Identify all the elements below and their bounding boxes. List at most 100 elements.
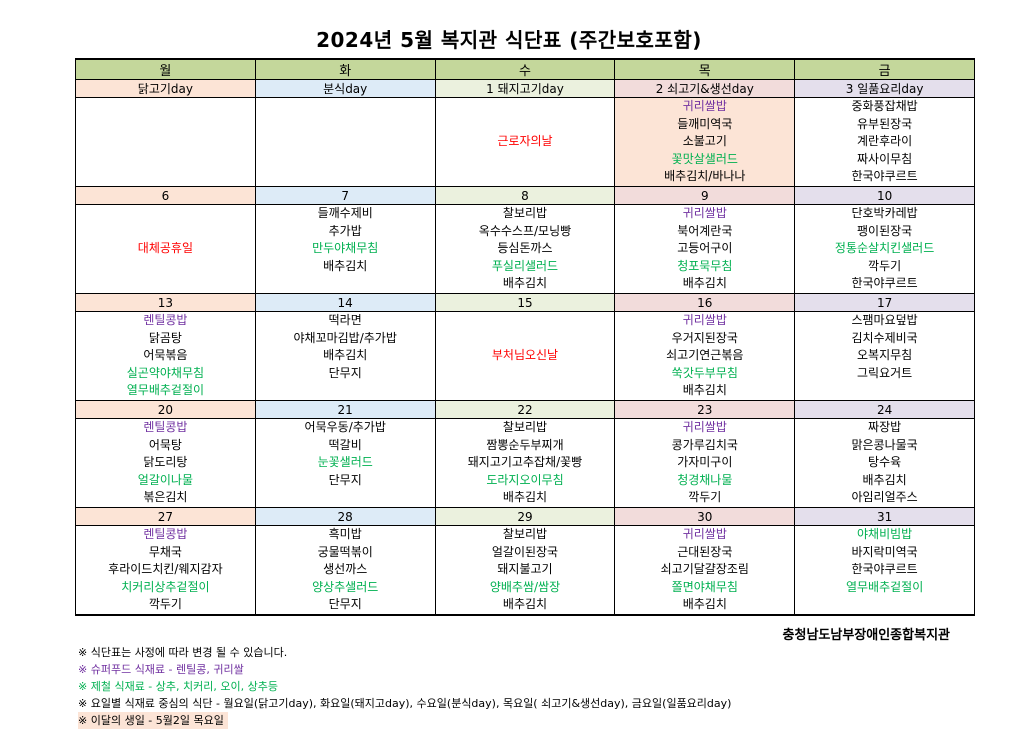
date-row: 13 14 15 16 17 — [75, 293, 975, 312]
menu-item: 북어계란국 — [677, 223, 733, 238]
menu-item: 부처님오신날 — [491, 348, 559, 363]
menu-item: 도라지오이무침 — [486, 472, 564, 487]
menu-cell: 귀리쌀밥 근대된장국 쇠고기달걀장조림 쫄면야채무침 배추김치 — [614, 525, 796, 616]
note-line: ※ 요일별 식재료 중심의 식단 - 월요일(닭고기day), 화요일(돼지고d… — [78, 697, 732, 710]
menu-item: 짜장밥 — [868, 420, 902, 435]
menu-items: 찰보리밥 얼갈이된장국 돼지불고기 양배추쌈/쌈장 배추김치 — [436, 526, 615, 614]
menu-items: 렌틸콩밥 어묵탕 닭도리탕 얼갈이나물 볶은김치 — [76, 419, 255, 507]
menu-items: 짜장밥 맑은콩나물국 탕수육 배추김치 아임리얼주스 — [795, 419, 974, 507]
date-cell: 30 — [614, 507, 796, 526]
date-row: 27 28 29 30 31 — [75, 507, 975, 526]
menu-cell: 귀리쌀밥 우거지된장국 쇠고기연근볶음 쑥갓두부무침 배추김치 — [614, 311, 796, 401]
menu-item: 가자미구이 — [677, 455, 733, 470]
menu-row: 렌틸콩밥 어묵탕 닭도리탕 얼갈이나물 볶은김치 어묵우동/추가밥 떡갈비 눈꽃샐러드 단무지 찰… — [75, 418, 975, 508]
menu-cell: 부처님오신날 — [434, 311, 616, 401]
day-type-label: 1 돼지고기day — [434, 79, 616, 98]
menu-items: 야채비빔밥 바지락미역국 한국야쿠르트 열무배추겉절이 — [795, 526, 974, 614]
menu-cell: 흑미밥 궁물떡볶이 생선까스 양상추샐러드 단무지 — [254, 525, 436, 616]
day-type-label: 닭고기day — [75, 79, 256, 98]
menu-item: 등심돈까스 — [497, 241, 553, 256]
menu-cell: 렌틸콩밥 닭곰탕 어묵볶음 실곤약야채무침 열무배추겉절이 — [75, 311, 256, 401]
menu-cell: 귀리쌀밥 들깨미역국 소불고기 꽃맛살샐러드 배추김치/바나나 — [614, 97, 796, 187]
date-row: 20 21 22 23 24 — [75, 400, 975, 419]
menu-cell: 단호박카레밥 팽이된장국 정통순살치킨샐러드 깍두기 한국야쿠르트 — [794, 204, 975, 294]
menu-item: 귀리쌀밥 — [682, 313, 727, 328]
menu-items: 찰보리밥 옥수수스프/모닝빵 등심돈까스 푸실리샐러드 배추김치 — [436, 205, 615, 293]
menu-cell: 짜장밥 맑은콩나물국 탕수육 배추김치 아임리얼주스 — [794, 418, 975, 508]
menu-cell: 스팸마요덮밥 김치수제비국 오복지무침 그릭요거트 — [794, 311, 975, 401]
page-title: 2024년 5월 복지관 식단표 (주간보호포함) — [316, 28, 702, 52]
menu-item: 야채꼬마김밥/추가밥 — [293, 330, 397, 345]
menu-item: 한국야쿠르트 — [851, 276, 918, 291]
menu-items: 단호박카레밥 팽이된장국 정통순살치킨샐러드 깍두기 한국야쿠르트 — [795, 205, 974, 293]
menu-item: 궁물떡볶이 — [317, 544, 373, 559]
date-cell: 16 — [614, 293, 796, 312]
menu-items: 부처님오신날 — [436, 312, 615, 400]
menu-items: 귀리쌀밥 근대된장국 쇠고기달걀장조림 쫄면야채무침 배추김치 — [615, 526, 794, 614]
menu-row: 근로자의날 귀리쌀밥 들깨미역국 소불고기 꽃맛살샐러드 배추김치/바나나 중화풍잡채밥 유부… — [75, 97, 975, 187]
date-row: 6 7 8 9 10 — [75, 186, 975, 205]
menu-item: 귀리쌀밥 — [682, 99, 727, 114]
menu-cell: 중화풍잡채밥 유부된장국 계란후라이 짜사이무침 한국야쿠르트 — [794, 97, 975, 187]
menu-item: 얼갈이된장국 — [491, 544, 559, 559]
menu-item: 야채비빔밥 — [856, 527, 913, 541]
menu-items: 근로자의날 — [436, 98, 615, 186]
organization-name: 충청남도남부장애인종합복지관 — [782, 628, 950, 643]
menu-item: 옥수수스프/모닝빵 — [478, 223, 572, 238]
day-type-label: 분식day — [254, 79, 436, 98]
menu-item: 단무지 — [328, 597, 362, 612]
menu-cell: 야채비빔밥 바지락미역국 한국야쿠르트 열무배추겉절이 — [794, 525, 975, 616]
menu-item: 배추김치 — [502, 490, 548, 505]
menu-item: 들깨미역국 — [677, 116, 733, 131]
menu-item: 만두야채무침 — [312, 241, 379, 255]
menu-item: 우거지된장국 — [671, 330, 738, 345]
date-cell: 15 — [434, 293, 616, 312]
menu-cell: 대체공휴일 — [75, 204, 256, 294]
weekday-header: 금 — [794, 58, 975, 80]
menu-cell — [75, 97, 256, 187]
menu-item: 깍두기 — [688, 490, 722, 505]
menu-item: 팽이된장국 — [856, 223, 913, 238]
menu-item: 열무배추겉절이 — [845, 579, 924, 594]
menu-cell: 귀리쌀밥 콩가루김치국 가자미구이 청경채나물 깍두기 — [614, 418, 796, 508]
menu-item: 정통순살치킨샐러드 — [834, 241, 935, 256]
menu-item: 배추김치/바나나 — [664, 169, 746, 184]
menu-cell: 찰보리밥 짬뽕순두부찌개 돼지고기고추잡채/꽃빵 도라지오이무침 배추김치 — [434, 418, 616, 508]
menu-table: 월 화 수 목 금 닭고기day 분식day 1 돼지고기day 2 쇠고기&생선day 3 일품… — [75, 58, 975, 616]
menu-items: 렌틸콩밥 무채국 후라이드치킨/웨지감자 치커리상추겉절이 깍두기 — [76, 526, 255, 614]
menu-item: 실곤약야채무침 — [126, 365, 205, 380]
note-line: ※ 식단표는 사정에 따라 변경 될 수 있습니다. — [78, 646, 288, 659]
date-cell: 10 — [794, 186, 975, 205]
day-type-row: 닭고기day 분식day 1 돼지고기day 2 쇠고기&생선day 3 일품요리day — [75, 79, 975, 98]
menu-items — [76, 98, 255, 186]
menu-row: 렌틸콩밥 무채국 후라이드치킨/웨지감자 치커리상추겉절이 깍두기 흑미밥 궁물떡볶이 생선까… — [75, 525, 975, 616]
menu-item: 돼지불고기 — [497, 562, 553, 577]
menu-cell: 렌틸콩밥 무채국 후라이드치킨/웨지감자 치커리상추겉절이 깍두기 — [75, 525, 256, 616]
menu-item: 깍두기 — [868, 258, 902, 273]
menu-item: 양배추쌈/쌈장 — [489, 579, 561, 594]
menu-cell: 렌틸콩밥 어묵탕 닭도리탕 얼갈이나물 볶은김치 — [75, 418, 256, 508]
menu-item: 쇠고기연근볶음 — [666, 348, 744, 363]
menu-item: 치커리상추겉절이 — [121, 579, 210, 594]
date-cell: 29 — [434, 507, 616, 526]
menu-item: 바지락미역국 — [851, 544, 918, 559]
menu-cell: 찰보리밥 옥수수스프/모닝빵 등심돈까스 푸실리샐러드 배추김치 — [434, 204, 616, 294]
menu-item: 배추김치 — [682, 597, 727, 612]
menu-item: 고등어구이 — [677, 241, 733, 256]
date-cell: 22 — [434, 400, 616, 419]
date-cell: 6 — [75, 186, 256, 205]
menu-item: 짜사이무침 — [856, 151, 913, 166]
menu-items: 귀리쌀밥 우거지된장국 쇠고기연근볶음 쑥갓두부무침 배추김치 — [615, 312, 794, 400]
menu-items: 들깨수제비 추가밥 만두야채무침 배추김치 — [256, 205, 435, 293]
menu-item: 후라이드치킨/웨지감자 — [108, 562, 223, 577]
menu-item: 쫄면야채무침 — [671, 579, 738, 594]
menu-item: 계란후라이 — [856, 134, 913, 149]
menu-items: 어묵우동/추가밥 떡갈비 눈꽃샐러드 단무지 — [256, 419, 435, 507]
menu-item: 대체공휴일 — [137, 241, 193, 256]
menu-item: 눈꽃샐러드 — [317, 455, 373, 469]
menu-item: 양상추샐러드 — [312, 579, 379, 594]
menu-item: 생선까스 — [323, 562, 368, 577]
menu-item: 짬뽕순두부찌개 — [486, 437, 564, 452]
menu-item: 콩가루김치국 — [671, 437, 738, 452]
note-line: ※ 이달의 생일 - 5월2일 목요일 — [78, 712, 228, 729]
